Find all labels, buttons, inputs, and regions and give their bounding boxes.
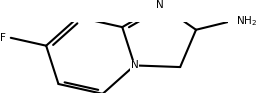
Text: NH$_2$: NH$_2$ xyxy=(236,14,256,28)
Text: F: F xyxy=(1,33,6,43)
Text: N: N xyxy=(156,0,164,10)
Text: N: N xyxy=(131,60,138,70)
